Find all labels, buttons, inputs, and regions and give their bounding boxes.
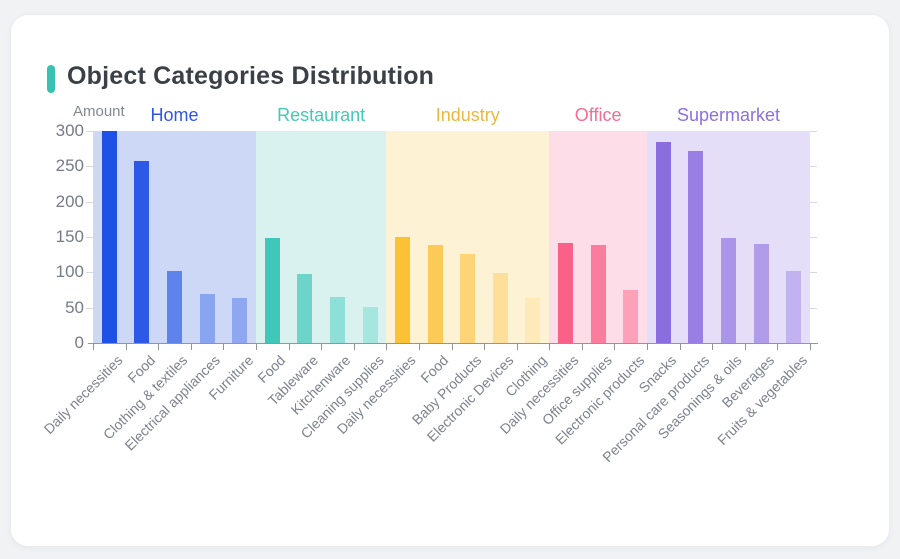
y-axis-name: Amount xyxy=(73,103,125,120)
chart-card: Object Categories Distribution Amount xyxy=(10,14,890,547)
chart-title: Object Categories Distribution xyxy=(67,62,435,90)
title-accent-bar xyxy=(47,65,55,93)
